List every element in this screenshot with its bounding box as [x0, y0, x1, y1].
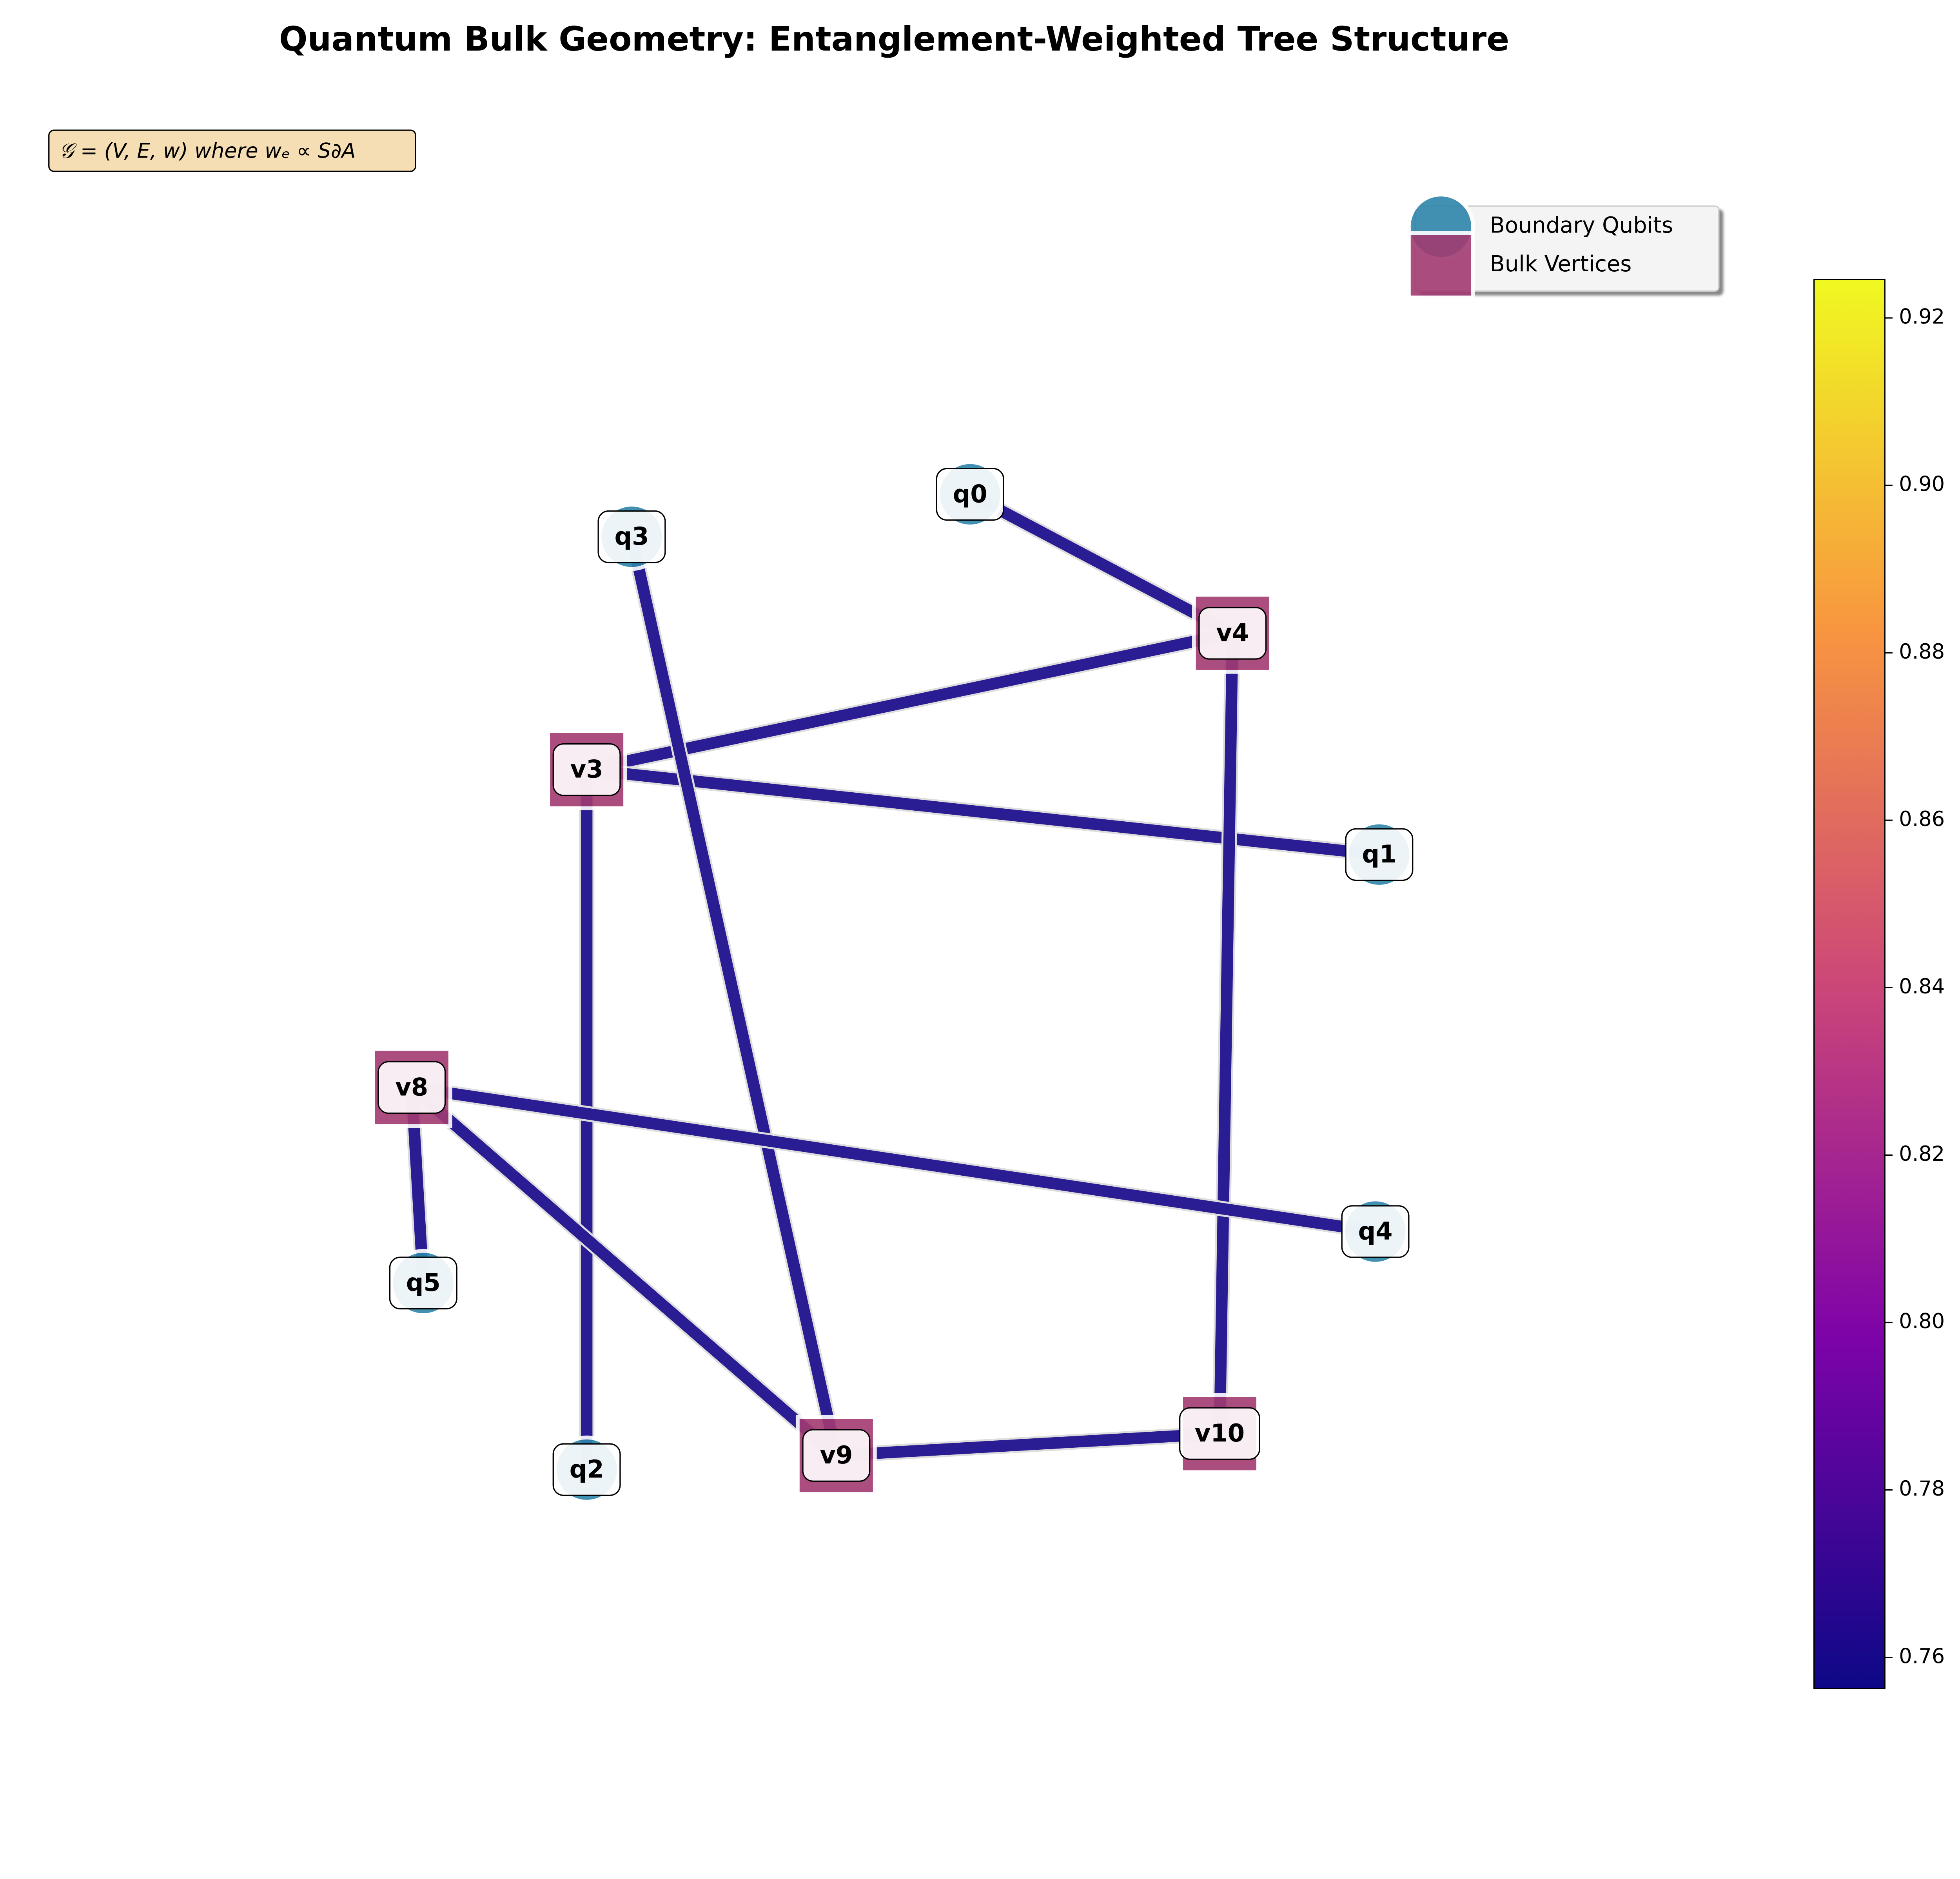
colorbar: [1813, 279, 1886, 1689]
edge: [626, 536, 842, 1457]
node-label-box: [552, 743, 621, 796]
node-label: v10: [1195, 1419, 1245, 1447]
node-label: v8: [395, 1073, 428, 1101]
colorbar-tick-label: 0.82: [1899, 1142, 1945, 1166]
node-label: q0: [953, 479, 987, 508]
annotation: 𝒢 = (V, E, w) where wₑ ∝ S∂A: [59, 139, 356, 163]
node-label: q1: [1362, 840, 1396, 868]
node-label-box: [802, 1429, 871, 1482]
legend-marker: [1406, 231, 1475, 300]
edge: [408, 1083, 840, 1460]
colorbar-tick-label: 0.90: [1899, 472, 1945, 496]
node-label-box: [597, 510, 666, 563]
colorbar-tick-label: 0.84: [1899, 975, 1945, 999]
colorbar-tick-label: 0.80: [1899, 1309, 1945, 1333]
chart-title: Quantum Bulk Geometry: Entanglement-Weig…: [279, 20, 1509, 59]
edge: [1214, 633, 1238, 1434]
colorbar-tick-label: 0.76: [1899, 1644, 1945, 1668]
annotation-box: [48, 129, 416, 172]
edge: [585, 627, 1234, 775]
node-label: q2: [570, 1455, 604, 1483]
legend-label: Bulk Vertices: [1490, 251, 1632, 277]
node-label-box: [377, 1061, 446, 1114]
node-label: v9: [820, 1441, 853, 1469]
node-label-box: [1341, 1205, 1410, 1258]
node-label-box: [552, 1443, 621, 1496]
colorbar-tick-label: 0.86: [1899, 807, 1945, 831]
node-label: q5: [406, 1268, 441, 1297]
node-label-box: [389, 1256, 457, 1310]
edge: [967, 489, 1236, 639]
colorbar-tick-label: 0.88: [1899, 640, 1945, 664]
edge: [836, 1428, 1220, 1461]
edge: [586, 764, 1380, 861]
node-label: v4: [1216, 619, 1249, 647]
colorbar-tick-label: 0.92: [1899, 305, 1945, 329]
node-label: q4: [1358, 1217, 1393, 1245]
node-label-box: [936, 468, 1004, 521]
legend-label: Boundary Qubits: [1490, 212, 1673, 238]
node-label-box: [1198, 607, 1267, 660]
node-label-box: [1179, 1407, 1260, 1460]
node-label-box: [1345, 828, 1414, 881]
node-label: q3: [614, 522, 649, 551]
edge: [411, 1082, 1376, 1238]
node-label: v3: [570, 755, 603, 784]
colorbar-tick-label: 0.78: [1899, 1477, 1945, 1501]
